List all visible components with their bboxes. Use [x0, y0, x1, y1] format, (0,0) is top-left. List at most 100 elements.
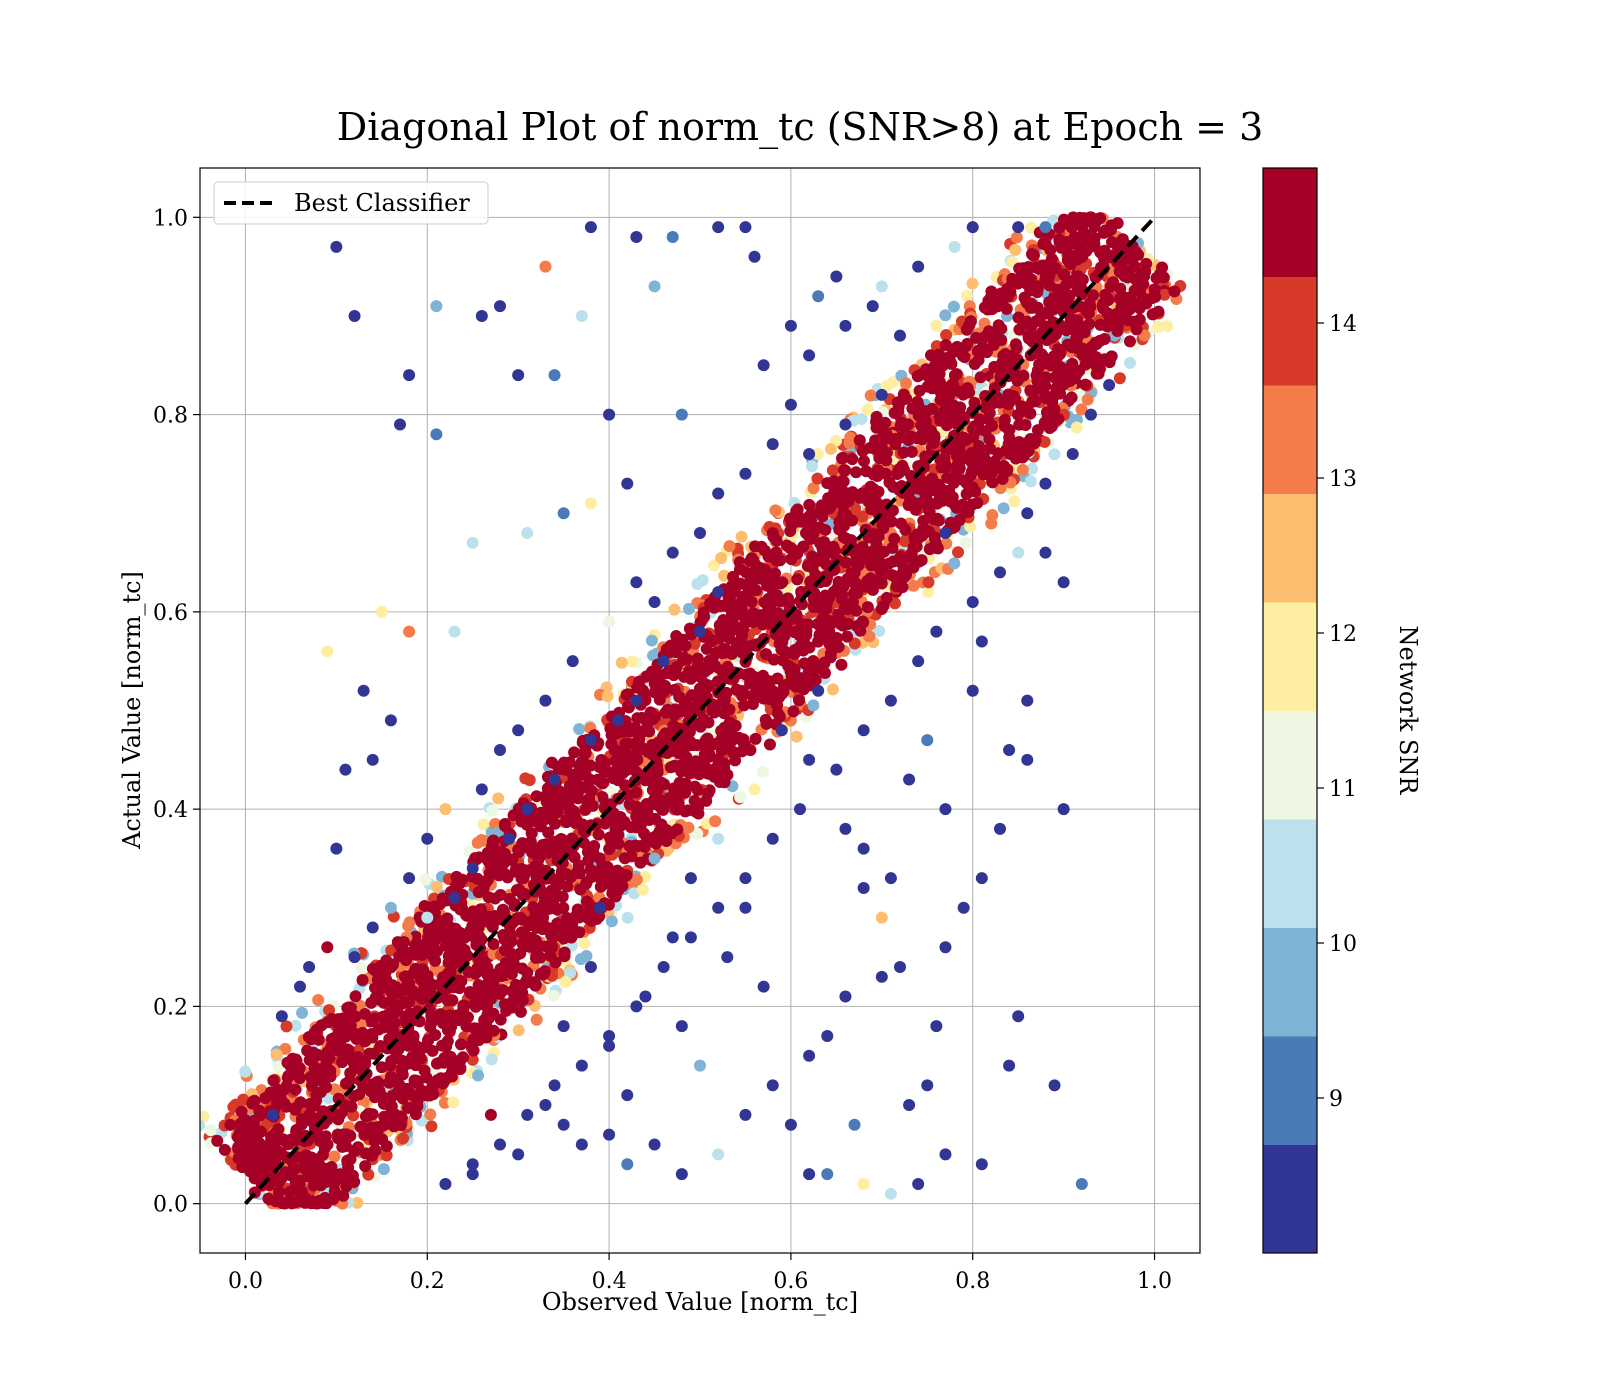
data-point [204, 1124, 217, 1137]
outlier-point [803, 349, 816, 362]
outlier-point [1057, 803, 1070, 816]
outlier-point [1012, 221, 1025, 234]
data-point [947, 300, 960, 313]
data-point [708, 601, 721, 614]
outlier-point [975, 635, 988, 648]
data-point [816, 510, 829, 523]
outlier-point [466, 862, 479, 875]
data-point [362, 1109, 375, 1122]
data-point [763, 738, 776, 751]
data-point [494, 1013, 507, 1026]
data-point [888, 532, 901, 545]
data-point [974, 371, 987, 384]
outlier-point [894, 329, 906, 342]
outlier-point [975, 1158, 988, 1171]
data-point [784, 542, 797, 555]
data-point [1029, 395, 1042, 408]
outlier-point [921, 734, 934, 747]
data-point [935, 379, 948, 392]
data-point [727, 598, 740, 611]
colorbar-segment [1263, 819, 1317, 928]
data-point [320, 1060, 333, 1073]
outlier-point [384, 714, 397, 727]
data-point [365, 996, 378, 1009]
data-point [378, 1110, 391, 1123]
data-point [948, 557, 961, 570]
data-point [718, 569, 731, 582]
x-axis-label: Observed Value [norm_tc] [542, 1288, 858, 1316]
outlier-point [521, 803, 534, 816]
outlier-point [494, 743, 506, 756]
data-point [758, 544, 771, 557]
outlier-point [784, 398, 797, 411]
outlier-point [612, 714, 625, 727]
data-point [493, 852, 506, 865]
data-point [734, 791, 747, 804]
data-point [312, 1033, 325, 1046]
data-point [636, 883, 649, 896]
data-point [1043, 422, 1056, 435]
data-point [551, 806, 564, 819]
data-point [578, 937, 591, 950]
data-point [670, 661, 683, 674]
data-point [510, 884, 523, 897]
data-point [1065, 391, 1078, 404]
data-point [700, 745, 713, 758]
data-point [328, 1150, 341, 1163]
data-point [514, 912, 527, 925]
data-point [984, 442, 997, 455]
outlier-point [321, 645, 334, 658]
data-point [1064, 258, 1077, 271]
outlier-point [903, 1099, 916, 1112]
data-point [245, 1161, 258, 1174]
data-point [987, 332, 1000, 345]
data-point [1049, 328, 1062, 341]
data-point [272, 1185, 285, 1198]
data-point [1048, 448, 1061, 461]
data-point [238, 1113, 251, 1126]
data-point [239, 1065, 252, 1078]
outlier-point [766, 438, 779, 451]
data-point [678, 670, 691, 683]
data-point [1053, 377, 1066, 390]
data-point [1063, 290, 1076, 303]
data-point [548, 874, 561, 887]
data-point [848, 566, 861, 579]
data-point [749, 584, 762, 597]
data-point [633, 732, 646, 745]
data-point [473, 930, 486, 943]
data-point [601, 690, 614, 703]
data-point [494, 888, 507, 901]
data-point [981, 303, 994, 316]
outlier-point [657, 655, 670, 668]
data-point [717, 613, 730, 626]
outlier-point [848, 1118, 861, 1131]
data-point [284, 1060, 297, 1073]
data-point [1071, 342, 1084, 355]
colorbar-tick-label: 10 [1329, 932, 1357, 957]
outlier-point [648, 280, 661, 293]
data-point [939, 338, 952, 351]
outlier-point [775, 724, 788, 737]
outlier-point [766, 832, 779, 845]
data-point [837, 500, 850, 513]
data-point [449, 980, 462, 993]
colorbar-segment [1263, 710, 1317, 820]
data-point [785, 669, 798, 682]
data-point [1028, 384, 1041, 397]
data-point [454, 1054, 467, 1067]
data-point [745, 595, 758, 608]
outlier-point [739, 872, 752, 885]
data-point [806, 550, 819, 563]
outlier-point [539, 260, 552, 273]
outlier-point [621, 1089, 634, 1102]
data-point [393, 1110, 406, 1123]
x-tick-label: 0.4 [592, 1269, 627, 1294]
data-point [498, 818, 511, 831]
data-point [807, 699, 820, 712]
data-point [536, 920, 549, 933]
data-point [998, 413, 1011, 426]
outlier-point [939, 941, 952, 954]
outlier-point [430, 428, 443, 441]
data-point [791, 573, 804, 586]
